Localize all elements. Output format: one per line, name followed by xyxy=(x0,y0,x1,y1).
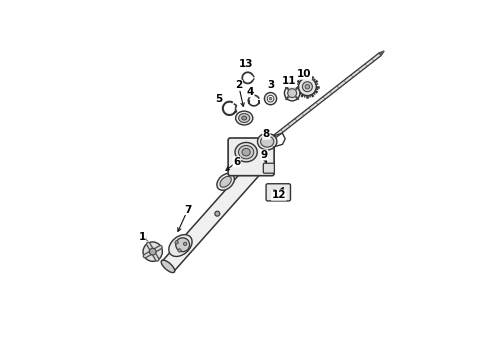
Text: 3: 3 xyxy=(268,80,275,90)
Text: 6: 6 xyxy=(233,157,240,167)
Text: 7: 7 xyxy=(184,204,192,215)
Ellipse shape xyxy=(217,174,234,190)
Polygon shape xyxy=(162,161,263,271)
Ellipse shape xyxy=(242,148,250,156)
Text: 5: 5 xyxy=(216,94,223,104)
Circle shape xyxy=(176,238,190,252)
Circle shape xyxy=(183,242,187,246)
Text: 2: 2 xyxy=(235,80,242,90)
Circle shape xyxy=(279,190,285,195)
Circle shape xyxy=(271,190,277,195)
FancyBboxPatch shape xyxy=(266,184,291,201)
Ellipse shape xyxy=(161,260,175,273)
Text: 11: 11 xyxy=(282,76,296,86)
Circle shape xyxy=(267,95,274,102)
Circle shape xyxy=(149,248,156,255)
Circle shape xyxy=(175,241,178,244)
Circle shape xyxy=(284,85,300,101)
Text: 1: 1 xyxy=(139,232,146,242)
Text: 13: 13 xyxy=(238,59,253,69)
Polygon shape xyxy=(253,53,381,154)
Ellipse shape xyxy=(261,136,274,147)
Ellipse shape xyxy=(258,133,277,150)
Circle shape xyxy=(215,211,220,216)
Ellipse shape xyxy=(239,114,250,122)
Ellipse shape xyxy=(239,145,254,159)
Text: 8: 8 xyxy=(263,129,270,139)
Text: 4: 4 xyxy=(246,87,254,97)
Ellipse shape xyxy=(236,111,253,125)
Ellipse shape xyxy=(235,143,257,162)
Circle shape xyxy=(265,93,277,105)
Text: 12: 12 xyxy=(271,190,286,200)
Text: 10: 10 xyxy=(297,69,312,79)
Text: 9: 9 xyxy=(261,150,268,160)
Circle shape xyxy=(269,97,272,100)
FancyBboxPatch shape xyxy=(263,163,274,173)
Ellipse shape xyxy=(242,116,246,120)
Ellipse shape xyxy=(169,235,192,256)
Circle shape xyxy=(305,85,310,89)
Circle shape xyxy=(143,242,162,261)
Circle shape xyxy=(298,78,316,96)
FancyBboxPatch shape xyxy=(228,138,274,176)
Circle shape xyxy=(288,89,296,98)
Circle shape xyxy=(302,82,313,92)
Polygon shape xyxy=(379,51,384,55)
Circle shape xyxy=(178,249,181,252)
Ellipse shape xyxy=(220,176,231,187)
